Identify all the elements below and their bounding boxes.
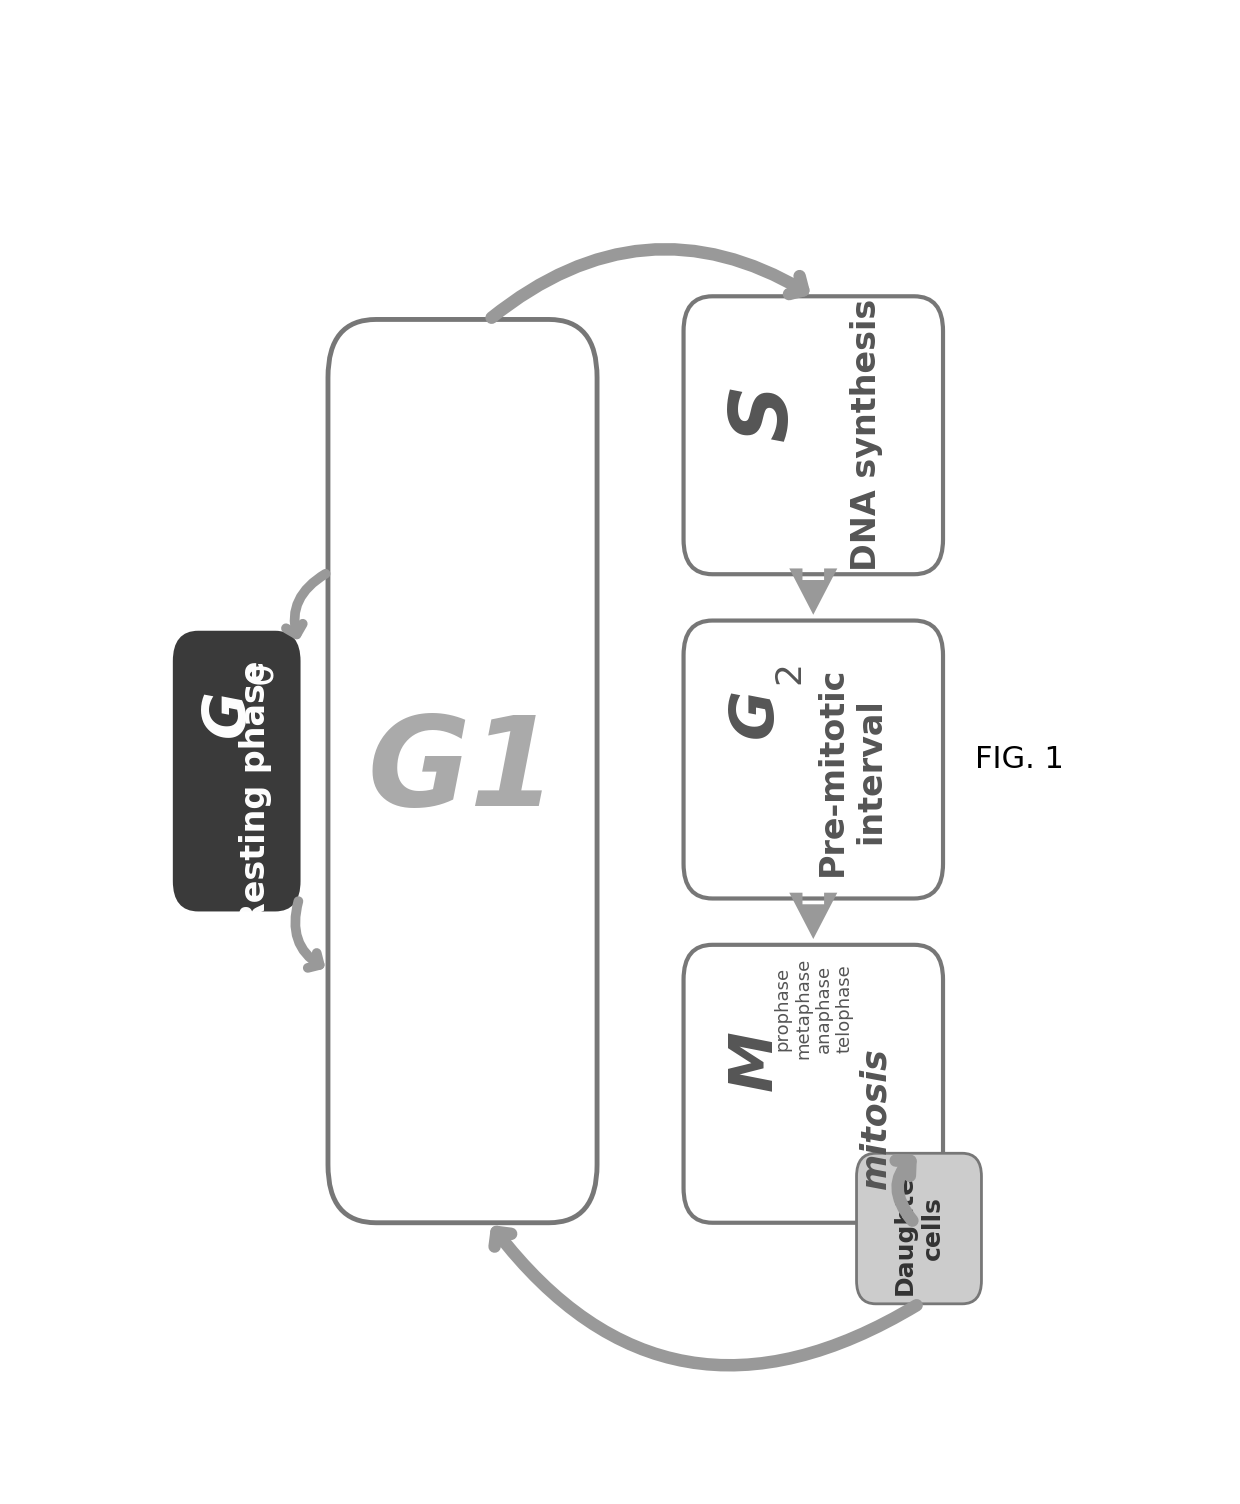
Text: G1: G1 [368, 710, 557, 832]
Polygon shape [789, 893, 837, 938]
Text: G: G [727, 689, 785, 738]
Text: G: G [198, 689, 255, 737]
Text: 2: 2 [773, 662, 806, 684]
Text: mitosis: mitosis [859, 1048, 893, 1190]
FancyBboxPatch shape [174, 632, 299, 910]
Text: Daughter
cells: Daughter cells [893, 1163, 945, 1295]
Text: Pre-mitotic
interval: Pre-mitotic interval [816, 666, 888, 875]
Text: DNA synthesis: DNA synthesis [849, 299, 883, 572]
Text: M: M [727, 1030, 785, 1090]
Text: 0: 0 [244, 662, 278, 684]
Polygon shape [789, 569, 837, 615]
Text: FIG. 1: FIG. 1 [976, 744, 1064, 775]
Text: Resting phase: Resting phase [239, 660, 273, 928]
Text: prophase
metaphase
anaphase
telophase: prophase metaphase anaphase telophase [773, 958, 853, 1059]
FancyBboxPatch shape [683, 621, 944, 898]
FancyBboxPatch shape [683, 296, 944, 575]
FancyBboxPatch shape [857, 1154, 982, 1304]
Text: S: S [727, 384, 805, 441]
FancyBboxPatch shape [327, 319, 596, 1223]
FancyBboxPatch shape [683, 945, 944, 1223]
